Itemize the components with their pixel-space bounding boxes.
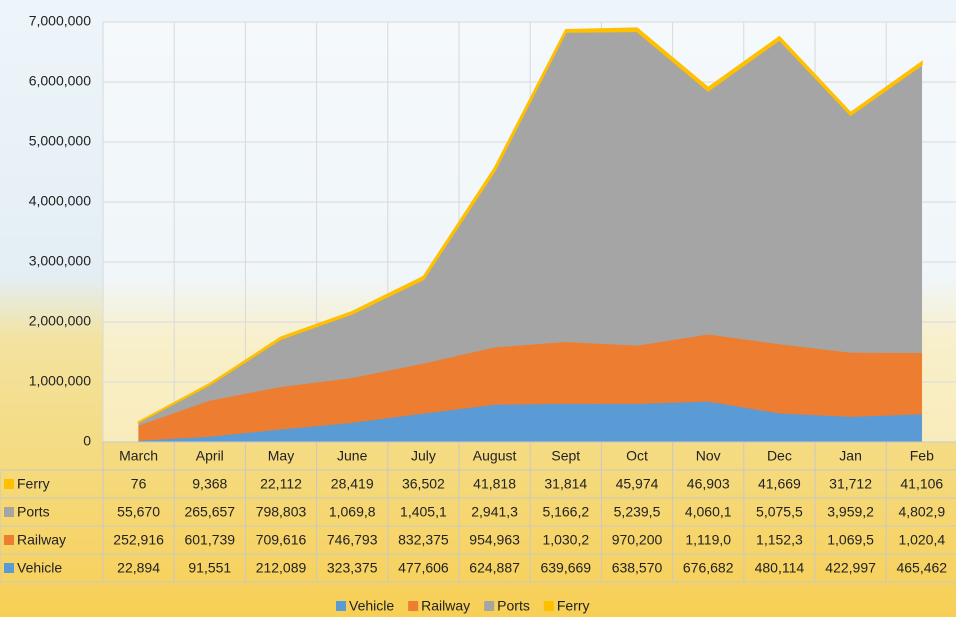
legend-key	[408, 601, 418, 611]
x-tick-label: Jan	[839, 448, 862, 464]
x-tick-label: May	[268, 448, 294, 464]
x-tick-label: April	[196, 448, 224, 464]
legend-label: Ferry	[557, 598, 590, 614]
data-label: 1,152,3	[756, 532, 803, 548]
data-label: 638,570	[612, 560, 663, 576]
data-label: 4,060,1	[685, 504, 732, 520]
data-label: 55,670	[117, 504, 160, 520]
data-label: 601,739	[184, 532, 235, 548]
y-tick-label: 1,000,000	[29, 373, 91, 389]
data-label: 746,793	[327, 532, 378, 548]
row-label: Railway	[17, 532, 66, 548]
y-tick-label: 2,000,000	[29, 313, 91, 329]
data-label: 1,119,0	[685, 532, 731, 548]
data-label: 46,903	[687, 476, 730, 492]
legend-key	[336, 601, 346, 611]
data-label: 22,894	[117, 560, 160, 576]
data-label: 639,669	[540, 560, 591, 576]
data-label: 465,462	[896, 560, 947, 576]
y-tick-label: 0	[83, 433, 91, 449]
legend-key	[484, 601, 494, 611]
data-label: 480,114	[755, 560, 805, 576]
legend-key	[4, 507, 14, 517]
legend-key	[544, 601, 554, 611]
data-label: 41,669	[758, 476, 801, 492]
legend-label: Ports	[497, 598, 530, 614]
data-label: 5,239,5	[614, 504, 661, 520]
page: {"chart_data": {"type": "stacked_area", …	[0, 0, 956, 617]
x-tick-label: Dec	[767, 448, 792, 464]
legend-label: Vehicle	[349, 598, 394, 614]
data-label: 1,069,5	[827, 532, 874, 548]
row-label: Vehicle	[17, 560, 62, 576]
data-label: 1,030,2	[542, 532, 589, 548]
data-label: 41,106	[900, 476, 943, 492]
data-label: 45,974	[616, 476, 659, 492]
data-label: 36,502	[402, 476, 445, 492]
data-label: 76	[131, 476, 147, 492]
data-label: 5,166,2	[542, 504, 589, 520]
y-tick-label: 5,000,000	[29, 133, 91, 149]
data-label: 31,712	[829, 476, 872, 492]
data-label: 798,803	[256, 504, 307, 520]
data-label: 624,887	[469, 560, 520, 576]
legend-key	[4, 479, 14, 489]
data-label: 832,375	[398, 532, 449, 548]
y-tick-label: 6,000,000	[29, 73, 91, 89]
data-label: 323,375	[327, 560, 378, 576]
data-label: 212,089	[256, 560, 307, 576]
row-label: Ferry	[17, 476, 50, 492]
data-label: 676,682	[683, 560, 734, 576]
data-label: 31,814	[544, 476, 587, 492]
data-label: 91,551	[188, 560, 231, 576]
data-label: 28,419	[331, 476, 374, 492]
data-label: 2,941,3	[471, 504, 518, 520]
data-label: 41,818	[473, 476, 516, 492]
legend-label: Railway	[421, 598, 470, 614]
data-label: 1,020,4	[898, 532, 945, 548]
data-label: 22,112	[260, 476, 302, 492]
data-label: 252,916	[113, 532, 164, 548]
x-tick-label: Sept	[551, 448, 580, 464]
data-label: 970,200	[612, 532, 663, 548]
data-label: 265,657	[184, 504, 235, 520]
data-label: 9,368	[192, 476, 227, 492]
row-label: Ports	[17, 504, 50, 520]
x-tick-label: Nov	[696, 448, 721, 464]
data-label: 477,606	[398, 560, 449, 576]
legend-key	[4, 563, 14, 573]
x-tick-label: July	[411, 448, 436, 464]
data-label: 1,069,8	[329, 504, 376, 520]
y-tick-label: 4,000,000	[29, 193, 91, 209]
data-label: 4,802,9	[898, 504, 945, 520]
legend-key	[4, 535, 14, 545]
y-tick-label: 3,000,000	[29, 253, 91, 269]
data-label: 1,405,1	[400, 504, 447, 520]
data-label: 3,959,2	[827, 504, 874, 520]
data-label: 709,616	[256, 532, 307, 548]
x-tick-label: March	[119, 448, 158, 464]
x-tick-label: Oct	[626, 448, 648, 464]
chart: 0 1,000,000 2,000,000 3,000,000 4,000,000 5,0…	[0, 0, 956, 617]
data-label: 422,997	[825, 560, 876, 576]
x-tick-label: August	[473, 448, 517, 464]
data-label: 954,963	[469, 532, 520, 548]
data-label: 5,075,5	[756, 504, 803, 520]
x-tick-label: June	[337, 448, 368, 464]
y-tick-label: 7,000,000	[29, 13, 91, 29]
x-tick-label: Feb	[910, 448, 934, 464]
